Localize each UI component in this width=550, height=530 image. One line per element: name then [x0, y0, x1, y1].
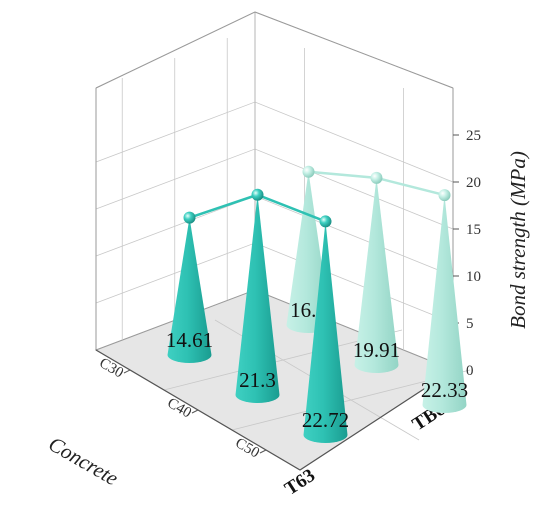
z-tick-label: 0	[466, 363, 474, 379]
cone-tb63-c50	[422, 195, 467, 413]
cone-t63-c30	[167, 217, 212, 363]
x-tick-mark	[123, 369, 131, 374]
value-label-t63-c50: 22.72	[302, 408, 349, 432]
y-category-label-t63: T63	[281, 465, 319, 500]
tip-marker-t63-c30	[183, 211, 196, 224]
tip-marker-tb63-c50	[438, 189, 451, 202]
value-label-tb63-c40: 19.91	[353, 338, 400, 362]
z-tick-label: 25	[466, 128, 481, 144]
cone-body	[354, 177, 399, 373]
z-tick-label: 5	[466, 316, 474, 332]
cone-body	[422, 195, 467, 413]
cone-body	[235, 194, 280, 403]
value-label-tb63-c50: 22.33	[421, 378, 468, 402]
value-label-t63-c30: 14.61	[166, 328, 213, 352]
cone-tb63-c40	[354, 177, 399, 373]
x-tick-mark	[191, 409, 199, 414]
z-tick-label: 10	[466, 269, 481, 285]
value-label-t63-c40: 21.3	[239, 368, 276, 392]
cone-body	[303, 221, 348, 443]
top-edge-left	[95, 11, 256, 89]
cone-t63-c40	[235, 194, 280, 403]
tip-marker-t63-c40	[251, 188, 264, 201]
z-axis-title: Bond strength (MPa)	[506, 151, 530, 329]
x-axis-title: Concrete	[45, 431, 123, 490]
cone-body	[167, 217, 212, 363]
x-tick-mark	[259, 449, 267, 454]
z-tick-label: 20	[466, 175, 481, 191]
tip-marker-tb63-c30	[302, 165, 315, 178]
z-tick-label: 15	[466, 222, 481, 238]
tip-marker-tb63-c40	[370, 171, 383, 184]
tip-marker-t63-c50	[319, 215, 332, 228]
top-edge-right	[254, 11, 454, 89]
cone-t63-c50	[303, 221, 348, 443]
z-axis-ticks: 0 5 10 15 20 25	[453, 128, 481, 379]
